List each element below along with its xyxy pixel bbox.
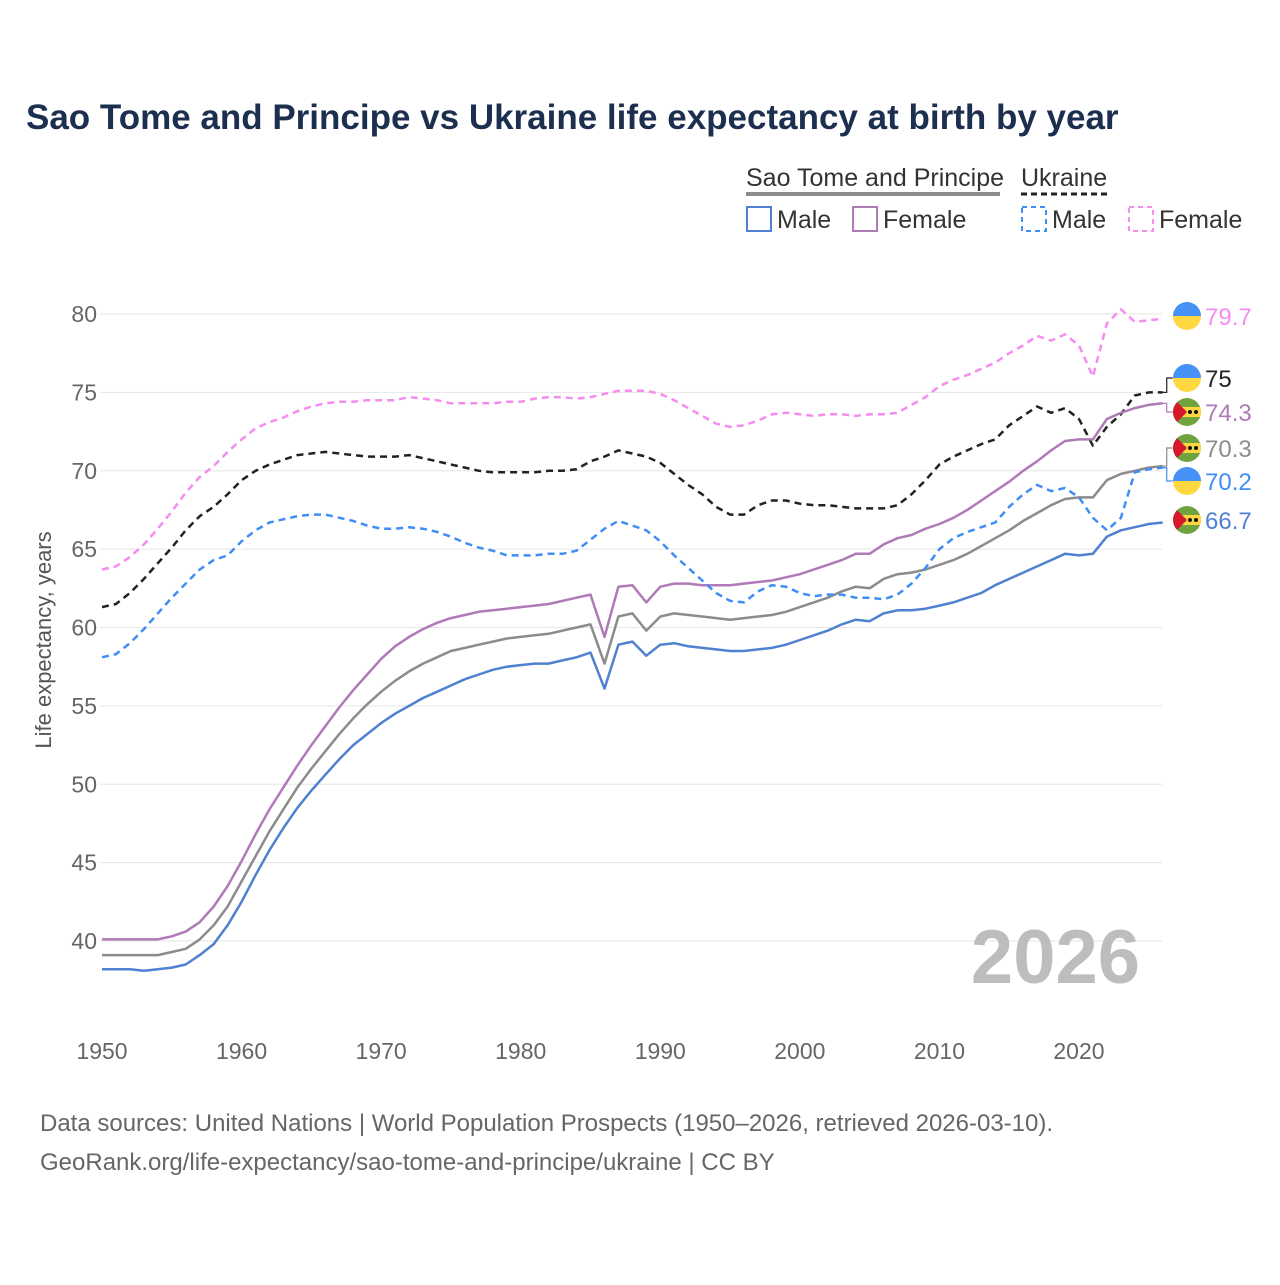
flag-red-triangle [1173,506,1187,534]
connector-sao-tome-and-principe-total [1162,447,1173,467]
chart-title: Sao Tome and Principe vs Ukraine life ex… [26,98,1119,137]
source-line-1: Data sources: United Nations | World Pop… [40,1110,1053,1137]
x-tick-label-1990: 1990 [635,1038,686,1064]
y-axis-ticks: 40 45 50 55 60 65 70 75 80 [71,301,97,954]
legend-group-stp: Sao Tome and Principe [746,164,1004,192]
legend-item-stp-male: Male [777,206,831,234]
x-tick-label-2000: 2000 [774,1038,825,1064]
legend-group-ukraine: Ukraine [1021,164,1107,192]
legend-swatch-stp-female [852,206,878,232]
flag-star-icon [1194,518,1198,522]
end-label-sao-tome-and-principe-male: 66.7 [1205,508,1252,535]
y-tick-label-80: 80 [71,301,97,327]
x-tick-label-1980: 1980 [495,1038,546,1064]
legend-item-stp-female: Female [883,206,966,234]
flag-blue-band [1173,302,1201,316]
end-labels: 79.7 75 74.3 70.3 70.2 66.7 [1162,302,1252,535]
flag-star-icon [1194,410,1198,414]
y-tick-label-50: 50 [71,771,97,797]
flag-blue-band [1173,364,1201,378]
legend: Sao Tome and Principe Ukraine Male Femal… [746,164,1242,234]
legend-swatch-stp-male [746,206,772,232]
connector-ukraine-total [1162,377,1173,393]
end-label-ukraine-total: 75 [1205,366,1232,393]
flag-star-icon [1188,518,1192,522]
flag-star-icon [1188,446,1192,450]
gridlines [100,313,1162,942]
flag-red-triangle [1173,434,1187,462]
y-tick-label-55: 55 [71,693,97,719]
flag-body [1173,364,1201,392]
x-axis-ticks: 1950 1960 1970 1980 1990 2000 2010 2020 [76,1038,1104,1064]
series-lines [101,308,1163,973]
sao-tome-and-principe-flag-icon [1173,506,1201,534]
series-line-ukraine-male [101,466,1163,659]
ukraine-flag-icon [1173,302,1201,330]
y-tick-label-65: 65 [71,536,97,562]
series-line-sao-tome-and-principe-male [102,521,1163,973]
x-tick-label-2020: 2020 [1053,1038,1104,1064]
flag-yellow-band [1173,481,1201,495]
y-tick-label-75: 75 [71,379,97,405]
y-axis-label: Life expectancy, years [31,531,56,748]
series-line-sao-tome-and-principe-female [102,402,1163,941]
ukraine-flag-icon [1173,467,1201,495]
flag-body [1173,434,1201,462]
legend-swatch-ukraine-female [1128,206,1154,232]
flag-body [1173,302,1201,330]
x-tick-label-1950: 1950 [76,1038,127,1064]
y-tick-label-45: 45 [71,850,97,876]
flag-body [1173,398,1201,426]
flag-body [1173,467,1201,495]
x-tick-label-1960: 1960 [216,1038,267,1064]
series-line-ukraine-female [101,308,1163,571]
flag-yellow-band [1173,316,1201,330]
flag-body [1173,506,1201,534]
sao-tome-and-principe-flag-icon [1173,434,1201,462]
flag-star-icon [1188,410,1192,414]
year-watermark: 2026 [971,915,1140,1000]
end-label-sao-tome-and-principe-total: 70.3 [1205,436,1252,463]
end-label-ukraine-female: 79.7 [1205,304,1252,331]
connector-ukraine-male [1162,467,1173,482]
legend-item-ukraine-male: Male [1052,206,1106,234]
end-label-ukraine-male: 70.2 [1205,469,1252,496]
y-tick-label-40: 40 [71,928,97,954]
x-tick-label-1970: 1970 [356,1038,407,1064]
source-line-2[interactable]: GeoRank.org/life-expectancy/sao-tome-and… [40,1149,775,1176]
legend-swatch-ukraine-male [1021,206,1047,232]
flag-star-icon [1194,446,1198,450]
x-tick-label-2010: 2010 [914,1038,965,1064]
ukraine-flag-icon [1173,364,1201,392]
flag-red-triangle [1173,398,1187,426]
sao-tome-and-principe-flag-icon [1173,398,1201,426]
series-line-ukraine-total [101,391,1163,609]
end-label-sao-tome-and-principe-female: 74.3 [1205,400,1252,427]
flag-blue-band [1173,467,1201,481]
flag-yellow-band [1173,378,1201,392]
connector-sao-tome-and-principe-female [1162,402,1173,413]
y-tick-label-60: 60 [71,615,97,641]
y-tick-label-70: 70 [71,458,97,484]
series-line-sao-tome-and-principe-total [102,464,1163,957]
legend-item-ukraine-female: Female [1159,206,1242,234]
